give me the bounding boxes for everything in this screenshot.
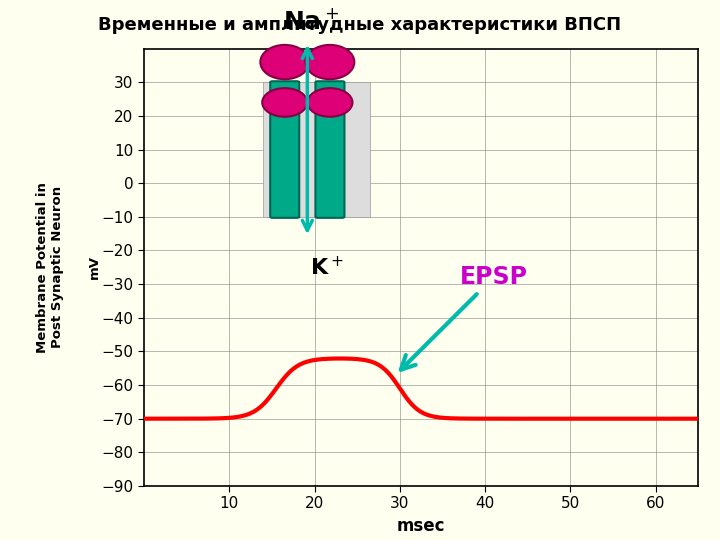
Text: EPSP: EPSP — [401, 265, 528, 370]
Bar — [264, 82, 370, 217]
Text: mV: mV — [88, 255, 101, 279]
Ellipse shape — [307, 88, 353, 117]
Text: Membrane Potential in
Post Synaptic Neuron: Membrane Potential in Post Synaptic Neur… — [36, 182, 64, 353]
FancyBboxPatch shape — [270, 81, 300, 218]
Text: Временные и амплитудные характеристики ВПСП: Временные и амплитудные характеристики В… — [99, 16, 621, 34]
Text: Na$^+$: Na$^+$ — [284, 9, 340, 34]
Text: msec: msec — [397, 517, 446, 535]
Ellipse shape — [305, 45, 354, 79]
Ellipse shape — [261, 45, 309, 79]
Ellipse shape — [262, 88, 307, 117]
FancyBboxPatch shape — [315, 81, 344, 218]
Text: K$^+$: K$^+$ — [310, 255, 344, 279]
